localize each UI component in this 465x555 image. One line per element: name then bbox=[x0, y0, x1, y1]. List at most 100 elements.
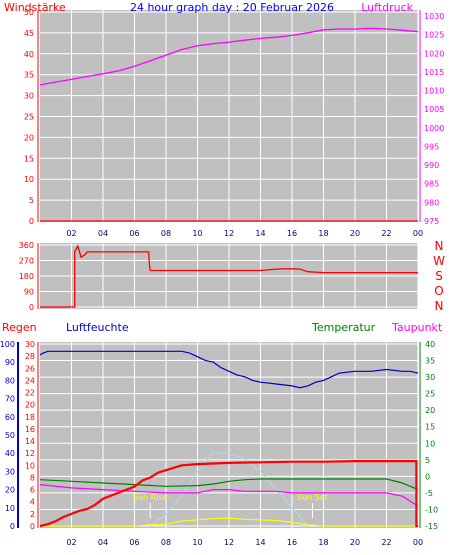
x-tick-label: 04 bbox=[98, 229, 108, 238]
temperature-tick-label: 0 bbox=[425, 472, 430, 481]
wind-speed-ticks: 0 5 10 15 20 25 30 35 40 45 50 bbox=[24, 8, 39, 226]
rain-tick-label: 16 bbox=[25, 425, 35, 434]
wind-speed-axis-label: Windstärke bbox=[4, 1, 66, 14]
wind-direction-tick-label: 270 bbox=[19, 257, 34, 266]
x-tick-label: 14 bbox=[255, 229, 265, 238]
pressure-series bbox=[39, 27, 419, 222]
pressure-tick-label: 1020 bbox=[424, 49, 444, 58]
rain-tick-label: 18 bbox=[25, 413, 35, 422]
x-tick-label: 18 bbox=[318, 538, 328, 547]
rain-tick-label: 4 bbox=[30, 498, 35, 507]
rain-tick-label: 8 bbox=[30, 473, 35, 482]
wind-speed-tick-label: 45 bbox=[24, 29, 34, 38]
rain-tick-label: 2 bbox=[30, 510, 35, 519]
compass-label: N bbox=[435, 239, 444, 253]
x-tick-label: 12 bbox=[224, 538, 234, 547]
humidity-tick-label: 0 bbox=[10, 522, 15, 531]
pressure-tick-label: 995 bbox=[424, 142, 439, 151]
pressure-tick-label: 1030 bbox=[424, 12, 444, 21]
pressure-tick-label: 990 bbox=[424, 161, 439, 170]
humidity-tick-label: 30 bbox=[5, 467, 15, 476]
wind-speed-tick-label: 25 bbox=[24, 113, 34, 122]
x-tick-label: 00 bbox=[413, 229, 423, 238]
humidity-tick-label: 90 bbox=[5, 358, 15, 367]
x-tick-label: 10 bbox=[192, 538, 202, 547]
humidity-tick-label: 100 bbox=[0, 340, 15, 349]
pressure-tick-label: 1015 bbox=[424, 68, 444, 77]
x-tick-label: 16 bbox=[287, 538, 297, 547]
sun-rise-label: Sun Rise bbox=[133, 493, 168, 502]
x-tick-label: 02 bbox=[66, 538, 76, 547]
temperature-tick-label: 20 bbox=[425, 406, 435, 415]
x-tick-label: 18 bbox=[318, 229, 328, 238]
rain-tick-label: 0 bbox=[30, 522, 35, 531]
x-tick-label: 08 bbox=[161, 229, 171, 238]
wind-direction-tick-label: 0 bbox=[29, 303, 34, 312]
pressure-axis-label: Luftdruck bbox=[361, 1, 413, 14]
x-tick-label: 14 bbox=[255, 538, 265, 547]
wind-direction-tick-label: 360 bbox=[19, 241, 34, 250]
wind-direction-series bbox=[40, 244, 418, 308]
temperature-tick-label: -10 bbox=[425, 505, 438, 514]
wind-speed-tick-label: 20 bbox=[24, 133, 34, 142]
humidity-axis-label: Luftfeuchte bbox=[66, 321, 129, 334]
humidity-tick-label: 20 bbox=[5, 486, 15, 495]
temperature-tick-label: 25 bbox=[425, 390, 435, 399]
wind-direction-grid bbox=[40, 243, 419, 309]
pressure-tick-label: 1000 bbox=[424, 124, 444, 133]
climate-series bbox=[39, 350, 419, 528]
temperature-ticks: -15 -10 -5 0 5 10 15 20 25 30 35 40 bbox=[419, 340, 438, 531]
pressure-grid bbox=[40, 10, 419, 222]
temperature-tick-label: 5 bbox=[425, 456, 430, 465]
series-line bbox=[40, 244, 418, 308]
climate-x-ticks: 02 04 06 08 10 12 14 16 18 20 22 00 bbox=[66, 538, 423, 547]
x-tick-label: 12 bbox=[224, 229, 234, 238]
rain-tick-label: 24 bbox=[25, 376, 35, 385]
x-tick-label: 06 bbox=[129, 538, 139, 547]
compass-label: N bbox=[435, 299, 444, 313]
wind-direction-tick-label: 180 bbox=[19, 272, 34, 281]
humidity-tick-label: 40 bbox=[5, 449, 15, 458]
wind-speed-tick-label: 10 bbox=[24, 175, 34, 184]
series-line bbox=[149, 452, 309, 527]
temperature-tick-label: 10 bbox=[425, 439, 435, 448]
series-line bbox=[40, 517, 418, 527]
wind-speed-tick-label: 35 bbox=[24, 71, 34, 80]
temperature-tick-label: 35 bbox=[425, 357, 435, 366]
x-tick-label: 06 bbox=[129, 229, 139, 238]
wind-speed-tick-label: 30 bbox=[24, 92, 34, 101]
x-tick-label: 20 bbox=[350, 538, 360, 547]
rain-tick-label: 20 bbox=[25, 401, 35, 410]
x-tick-label: 02 bbox=[66, 229, 76, 238]
pressure-x-ticks: 02 04 06 08 10 12 14 16 18 20 22 00 bbox=[66, 229, 423, 238]
rain-tick-label: 22 bbox=[25, 389, 35, 398]
x-tick-label: 10 bbox=[192, 229, 202, 238]
series-line bbox=[39, 350, 419, 389]
temperature-axis-label: Temperatur bbox=[311, 321, 376, 334]
pressure-tick-label: 975 bbox=[424, 217, 439, 226]
pressure-tick-label: 1005 bbox=[424, 105, 444, 114]
humidity-tick-label: 60 bbox=[5, 413, 15, 422]
wind-speed-tick-label: 40 bbox=[24, 50, 34, 59]
rain-tick-label: 10 bbox=[25, 461, 35, 470]
wind-speed-tick-label: 50 bbox=[24, 8, 34, 17]
x-tick-label: 16 bbox=[287, 229, 297, 238]
rain-tick-label: 6 bbox=[30, 486, 35, 495]
rain-tick-label: 30 bbox=[25, 340, 35, 349]
temperature-tick-label: 15 bbox=[425, 423, 435, 432]
rain-axis-label: Regen bbox=[2, 321, 37, 334]
wind-speed-tick-label: 15 bbox=[24, 154, 34, 163]
temperature-tick-label: -5 bbox=[425, 489, 433, 498]
x-tick-label: 22 bbox=[381, 229, 391, 238]
series-line bbox=[39, 478, 419, 491]
rain-tick-label: 12 bbox=[25, 449, 35, 458]
compass-label: O bbox=[434, 284, 443, 298]
wind-direction-tick-label: 90 bbox=[24, 288, 34, 297]
wind-direction-ticks: 0 90 180 270 360 bbox=[19, 241, 39, 312]
temperature-tick-label: 30 bbox=[425, 373, 435, 382]
pressure-tick-label: 980 bbox=[424, 198, 439, 207]
rain-tick-label: 26 bbox=[25, 364, 35, 373]
